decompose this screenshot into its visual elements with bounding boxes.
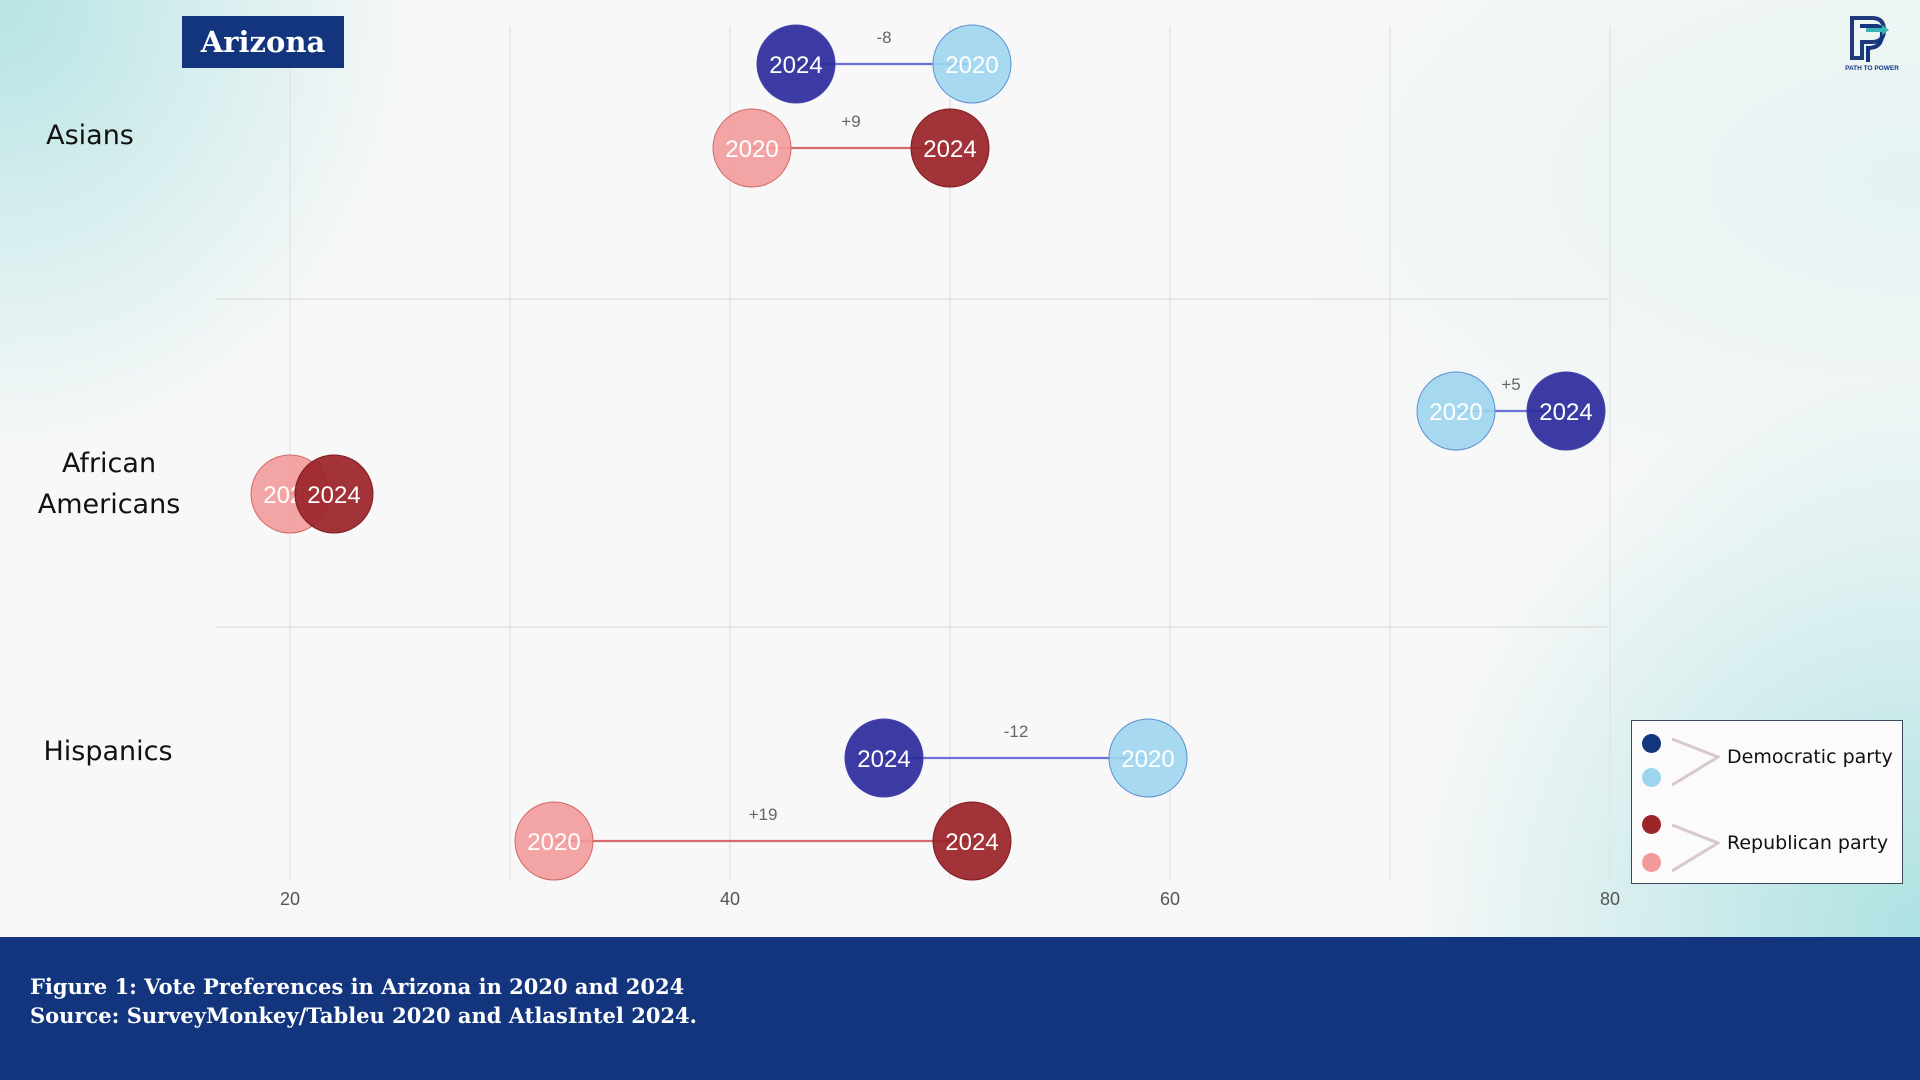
legend-dot-rep-2024 xyxy=(1642,815,1661,834)
change-label-african-americans-democratic: +5 xyxy=(1501,375,1520,394)
dumbbell-chart: 20406080-820202024+920202024+520202024+2… xyxy=(216,24,1620,909)
dot-label-2024-asians-democratic: 2024 xyxy=(769,52,822,79)
footer: Figure 1: Vote Preferences in Arizona in… xyxy=(0,937,1920,1080)
group-label-hispanics: Hispanics xyxy=(43,736,173,767)
dot-2020-asians-republican xyxy=(712,108,792,188)
legend-dot-dem-2024 xyxy=(1642,734,1661,753)
x-tick-label-80: 80 xyxy=(1600,889,1620,909)
logo-text: PATH TO POWER xyxy=(1845,65,1899,72)
group-label-african-americans: African Americans xyxy=(37,448,181,520)
dot-2020-hispanics-republican xyxy=(514,801,594,881)
state-label: Arizona xyxy=(200,25,326,59)
dot-2024-hispanics-republican xyxy=(932,801,1012,881)
change-label-hispanics-republican: +19 xyxy=(749,805,778,824)
legend-dot-dem-2020 xyxy=(1642,768,1661,787)
dot-2024-hispanics-democratic xyxy=(844,718,924,798)
group-label-asians: Asians xyxy=(46,120,134,151)
dot-label-2024-hispanics-democratic: 2024 xyxy=(857,746,910,773)
figure-caption: Figure 1: Vote Preferences in Arizona in… xyxy=(30,974,685,999)
dot-label-2020-hispanics-republican: 2020 xyxy=(527,829,580,856)
figure-source: Source: SurveyMonkey/Tableu 2020 and Atl… xyxy=(30,1003,697,1028)
dot-2020-hispanics-democratic xyxy=(1108,718,1188,798)
change-label-hispanics-democratic: -12 xyxy=(1004,722,1029,741)
dot-label-2024-african-americans-democratic: 2024 xyxy=(1539,399,1592,426)
legend-dot-rep-2020 xyxy=(1642,853,1661,872)
dot-label-2024-african-americans-republican: 2024 xyxy=(307,482,360,509)
dot-label-2024-hispanics-republican: 2024 xyxy=(945,829,998,856)
state-badge: Arizona xyxy=(182,16,344,68)
change-label-asians-republican: +9 xyxy=(841,112,860,131)
legend-brace-republican xyxy=(1671,823,1720,873)
x-tick-label-60: 60 xyxy=(1160,889,1180,909)
dot-2024-asians-democratic xyxy=(756,24,836,104)
path-to-power-logo-icon[interactable]: PATH TO POWER xyxy=(1842,12,1902,72)
dot-label-2024-asians-republican: 2024 xyxy=(923,136,976,163)
dot-label-2020-african-americans-democratic: 2020 xyxy=(1429,399,1482,426)
dot-label-2020-asians-republican: 2020 xyxy=(725,136,778,163)
dot-2024-african-americans-democratic xyxy=(1526,371,1606,451)
x-tick-label-20: 20 xyxy=(280,889,300,909)
dot-label-2020-asians-democratic: 2020 xyxy=(945,52,998,79)
legend-label-democratic: Democratic party xyxy=(1727,746,1893,768)
dot-2020-african-americans-democratic xyxy=(1416,371,1496,451)
dot-label-2020-hispanics-democratic: 2020 xyxy=(1121,746,1174,773)
legend-brace-democratic xyxy=(1671,737,1720,787)
legend: Democratic party Republican party xyxy=(1631,720,1903,884)
dot-2024-african-americans-republican xyxy=(294,454,374,534)
legend-label-republican: Republican party xyxy=(1727,832,1889,854)
dot-2020-asians-democratic xyxy=(932,24,1012,104)
dot-2024-asians-republican xyxy=(910,108,990,188)
change-label-asians-democratic: -8 xyxy=(876,28,891,47)
x-tick-label-40: 40 xyxy=(720,889,740,909)
